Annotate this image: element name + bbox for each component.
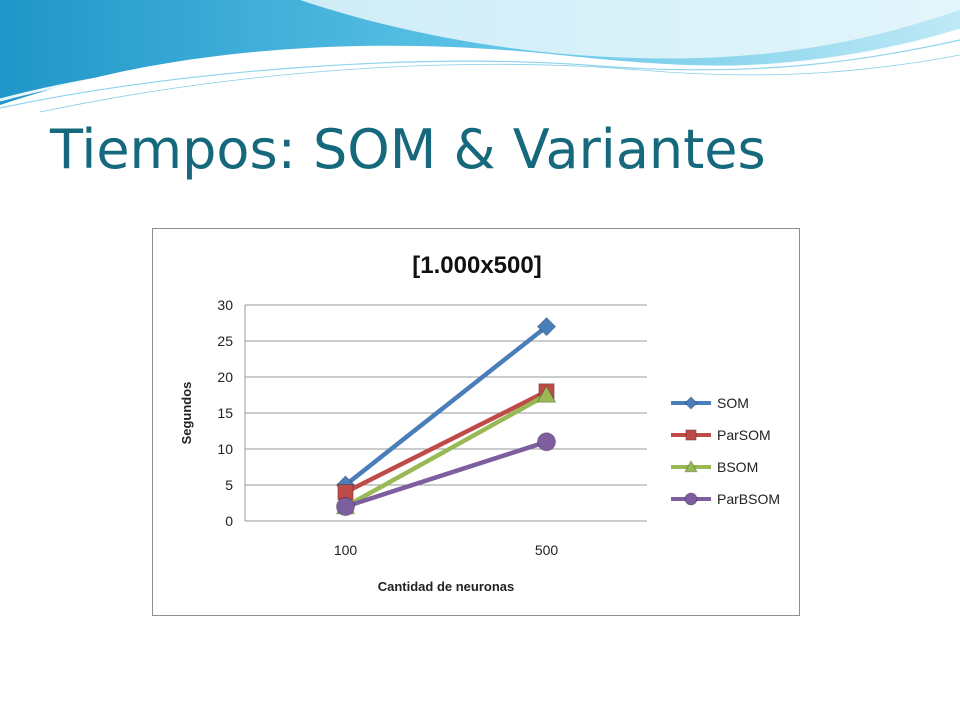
series-line	[344, 389, 548, 495]
slide-title: Tiempos: SOM & Variantes	[50, 118, 766, 181]
series-line	[344, 324, 548, 487]
data-point-marker	[537, 432, 556, 452]
series-lines	[335, 316, 557, 517]
y-tick-label: 0	[225, 513, 233, 529]
legend-label: ParBSOM	[717, 491, 780, 507]
y-tick-label: 25	[217, 333, 233, 349]
legend: SOM ParSOM BSOM ParBSOM	[671, 395, 780, 507]
legend-label: ParSOM	[717, 427, 771, 443]
x-axis-ticks: 100 500	[334, 542, 559, 558]
legend-item: ParBSOM	[671, 491, 780, 507]
y-tick-label: 15	[217, 405, 233, 421]
x-axis-title: Cantidad de neuronas	[378, 579, 515, 594]
data-point-marker	[536, 384, 557, 403]
y-tick-label: 5	[225, 477, 233, 493]
y-tick-label: 30	[217, 297, 233, 313]
x-tick-label: 500	[535, 542, 559, 558]
gridlines	[244, 304, 647, 522]
legend-item: BSOM	[671, 459, 758, 475]
data-point-marker	[336, 497, 355, 517]
series-line	[344, 439, 548, 509]
chart-title: [1.000x500]	[412, 252, 541, 279]
y-axis-title: Segundos	[179, 382, 194, 445]
legend-item: SOM	[671, 395, 749, 411]
y-axis-ticks: 0 5 10 15 20 25 30	[217, 297, 233, 529]
y-tick-label: 20	[217, 369, 233, 385]
legend-label: BSOM	[717, 459, 758, 475]
x-tick-label: 100	[334, 542, 358, 558]
legend-item: ParSOM	[671, 427, 771, 443]
y-tick-label: 10	[217, 441, 233, 457]
data-point-marker	[684, 396, 698, 410]
data-point-marker	[685, 429, 697, 441]
series-parsom	[337, 383, 555, 501]
line-chart: [1.000x500] 0 5 10 15 20 25 30 100 500 Segundos…	[179, 252, 780, 594]
data-point-marker	[684, 492, 698, 506]
chart-frame: [1.000x500] 0 5 10 15 20 25 30 100 500 Segundos…	[152, 228, 800, 616]
series-parbsom	[336, 432, 556, 517]
legend-label: SOM	[717, 395, 749, 411]
data-point-marker	[536, 316, 557, 337]
data-point-marker	[684, 459, 698, 473]
series-line	[344, 393, 548, 509]
